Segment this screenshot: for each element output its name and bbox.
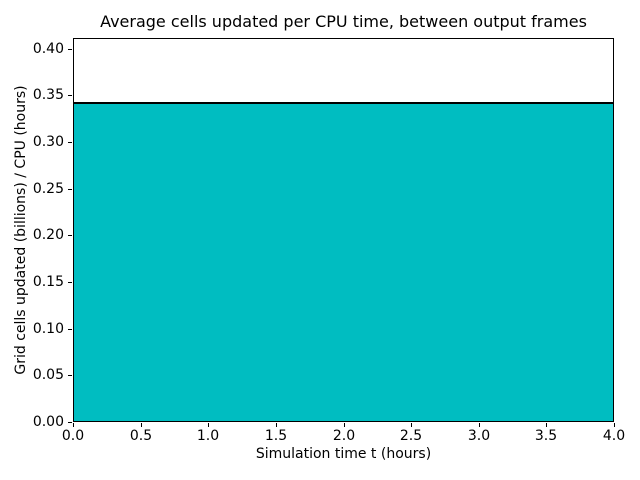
x-tick-label: 2.5	[399, 428, 423, 444]
x-tick-mark	[208, 423, 209, 427]
x-tick-label: 3.5	[534, 428, 558, 444]
y-tick-mark	[68, 329, 72, 330]
y-tick-mark	[68, 189, 72, 190]
x-tick-mark	[614, 423, 615, 427]
x-tick-label: 0.0	[61, 428, 85, 444]
y-tick-mark	[68, 375, 72, 376]
x-tick-mark	[73, 423, 74, 427]
y-tick-label: 0.20	[32, 227, 64, 243]
y-tick-label: 0.10	[32, 321, 64, 337]
x-tick-mark	[344, 423, 345, 427]
y-tick-mark	[68, 49, 72, 50]
y-tick-label: 0.25	[32, 181, 64, 197]
x-tick-label: 4.0	[602, 428, 626, 444]
x-tick-label: 3.0	[467, 428, 491, 444]
x-tick-mark	[411, 423, 412, 427]
y-tick-label: 0.15	[32, 274, 64, 290]
y-tick-mark	[68, 95, 72, 96]
y-tick-mark	[68, 282, 72, 283]
x-tick-label: 0.5	[129, 428, 153, 444]
y-tick-label: 0.00	[32, 414, 64, 430]
x-tick-label: 2.0	[332, 428, 356, 444]
y-tick-label: 0.40	[32, 41, 64, 57]
x-axis-label: Simulation time t (hours)	[255, 446, 432, 462]
area-series-fill	[74, 102, 613, 421]
x-tick-mark	[479, 423, 480, 427]
x-tick-mark	[276, 423, 277, 427]
x-tick-mark	[141, 423, 142, 427]
chart-title: Average cells updated per CPU time, betw…	[100, 12, 587, 31]
y-tick-label: 0.05	[32, 367, 64, 383]
y-tick-label: 0.35	[32, 87, 64, 103]
y-tick-mark	[68, 235, 72, 236]
x-tick-label: 1.5	[264, 428, 288, 444]
plot-area	[73, 38, 614, 422]
x-tick-label: 1.0	[196, 428, 220, 444]
y-tick-label: 0.30	[32, 134, 64, 150]
x-tick-mark	[546, 423, 547, 427]
y-tick-mark	[68, 422, 72, 423]
y-tick-mark	[68, 142, 72, 143]
